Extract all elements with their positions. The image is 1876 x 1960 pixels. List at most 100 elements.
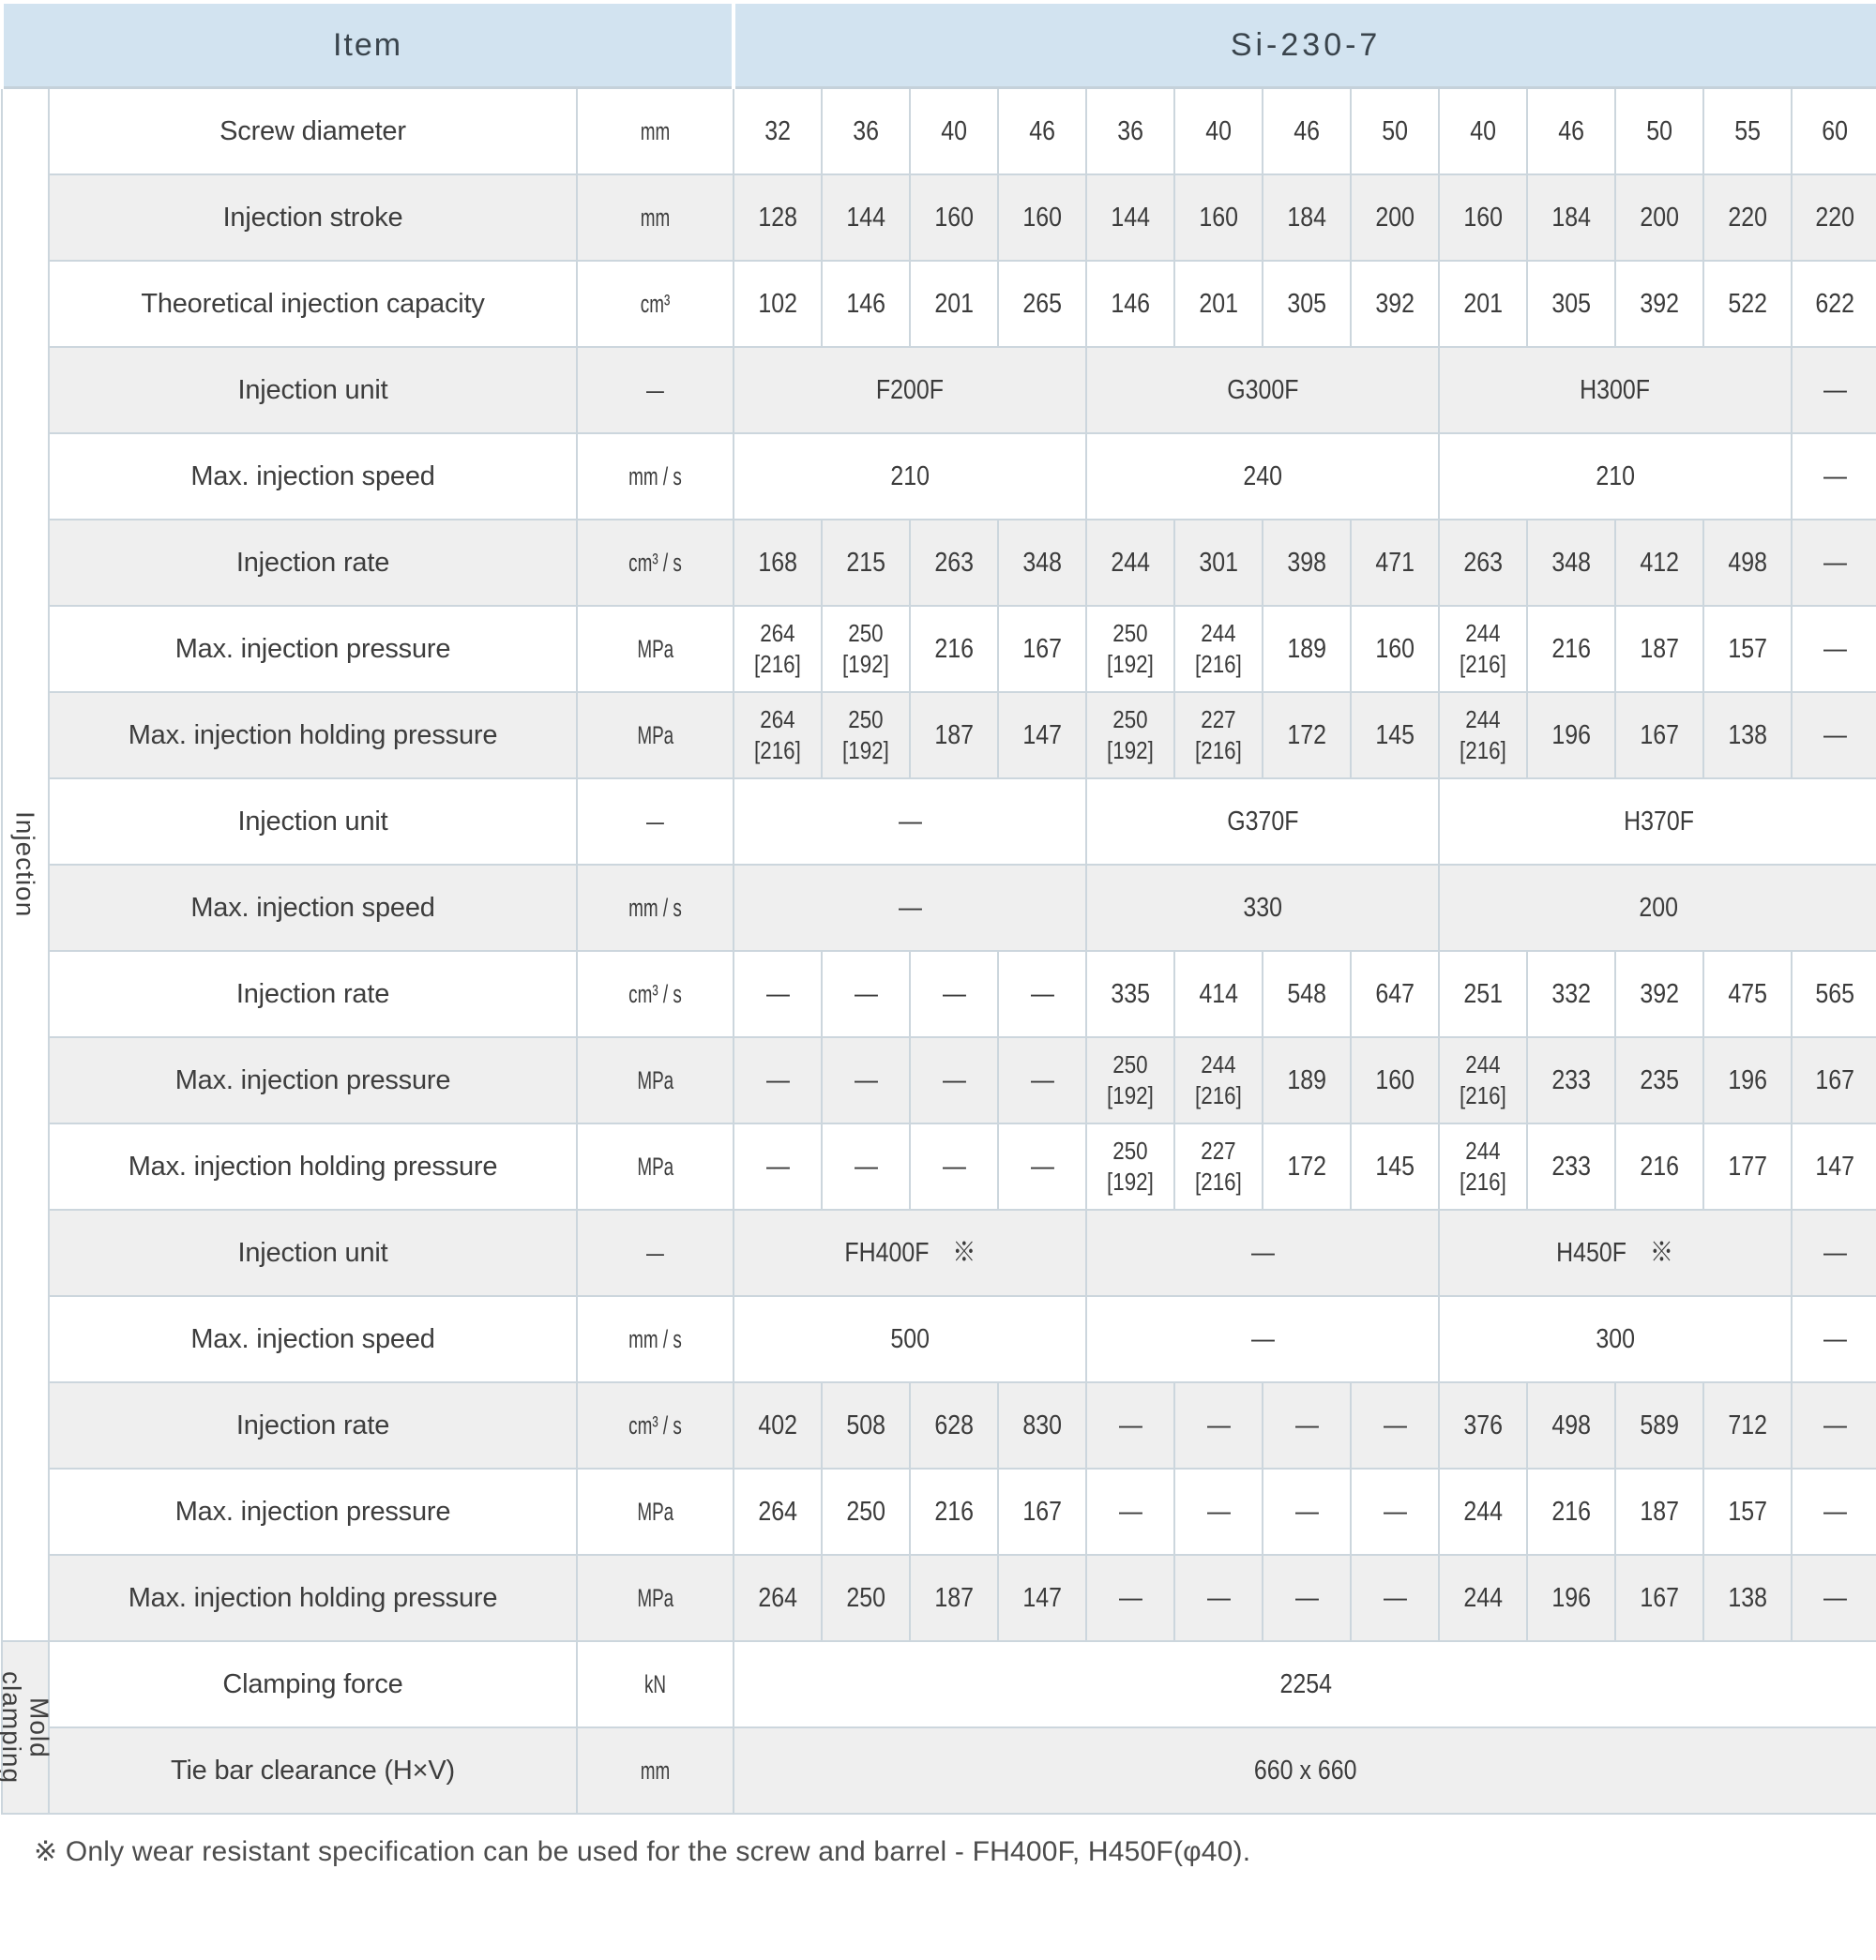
value-cell: 301 <box>1173 519 1264 607</box>
value-cell: — <box>909 1123 1000 1211</box>
value-cell: 402 <box>733 1381 824 1470</box>
unit-cell: MPa <box>575 691 735 779</box>
unit-cell: mm / s <box>575 1295 735 1383</box>
value: 50 <box>1646 115 1672 146</box>
value: — <box>1823 1323 1847 1354</box>
value: 305 <box>1551 288 1591 319</box>
value-cell: 348 <box>1526 519 1617 607</box>
value-cell: 589 <box>1614 1381 1705 1470</box>
value: 376 <box>1463 1410 1503 1440</box>
value-cell: H450F ※ <box>1438 1209 1793 1297</box>
value-cell: 196 <box>1526 1554 1617 1642</box>
value-cell: 250 [192] <box>1085 605 1176 693</box>
value: 251 <box>1463 978 1503 1009</box>
value-cell: 244 <box>1085 519 1176 607</box>
value: 189 <box>1287 633 1326 664</box>
value: 220 <box>1815 202 1854 233</box>
value-cell: 187 <box>1614 605 1705 693</box>
value: 177 <box>1728 1151 1767 1182</box>
value: 160 <box>934 202 974 233</box>
value: 414 <box>1199 978 1238 1009</box>
value: 244 [216] <box>1460 619 1506 678</box>
value-cell: 264 [216] <box>733 691 824 779</box>
value-cell: 264 <box>733 1468 824 1556</box>
table-row: Injection unit — F200F G300F H300F — <box>2 346 1876 434</box>
value-cell: — <box>1350 1468 1441 1556</box>
value: 628 <box>934 1410 974 1440</box>
value: 264 [216] <box>754 705 801 764</box>
unit-cell: MPa <box>575 605 735 693</box>
value-cell: 201 <box>909 260 1000 348</box>
value-cell: 157 <box>1702 1468 1793 1556</box>
row-label: Max. injection pressure <box>174 1064 451 1095</box>
value: — <box>1118 1410 1142 1440</box>
value-cell: 264 <box>733 1554 824 1642</box>
value-cell: — <box>733 777 1088 866</box>
value: 244 [216] <box>1460 1050 1506 1109</box>
table-row: Max. injection speed mm / s — 330 200 <box>2 864 1876 952</box>
value-cell: 216 <box>1614 1123 1705 1211</box>
value: — <box>898 806 922 837</box>
value: 210 <box>1596 460 1635 491</box>
unit-cell: cm³ / s <box>575 519 735 607</box>
value: — <box>898 892 922 923</box>
row-label-cell: Theoretical injection capacity <box>48 260 578 348</box>
unit-label: MPa <box>637 1583 673 1612</box>
unit-label: cm³ / s <box>628 1410 682 1440</box>
value-cell: 244 [216] <box>1438 1123 1529 1211</box>
unit-label: mm <box>640 1756 671 1785</box>
value: 160 <box>1022 202 1062 233</box>
value: — <box>1823 547 1847 578</box>
value-cell: 235 <box>1614 1036 1705 1124</box>
spec-table: Item Si-230-7 Injection Screw diameter mm 3… <box>0 0 1876 1815</box>
value-cell: — <box>1085 1295 1441 1383</box>
value: — <box>854 1151 878 1182</box>
row-label-cell: Injection rate <box>48 950 578 1038</box>
value: — <box>1823 1496 1847 1527</box>
item-header: Item <box>0 0 736 89</box>
value-cell: 392 <box>1350 260 1441 348</box>
value-cell: — <box>1173 1381 1264 1470</box>
value: 40 <box>1205 115 1232 146</box>
value-cell: — <box>1350 1381 1441 1470</box>
value-cell: 50 <box>1614 86 1705 175</box>
item-header-label: Item <box>332 26 403 63</box>
value: 167 <box>1815 1064 1854 1095</box>
row-label: Injection stroke <box>222 202 403 233</box>
value-cell: — <box>997 1036 1088 1124</box>
group-label-cell: Injection <box>1 86 50 1642</box>
value: 215 <box>846 547 885 578</box>
value: 392 <box>1640 288 1679 319</box>
value: 301 <box>1199 547 1238 578</box>
value: — <box>1383 1582 1407 1613</box>
table-row: Injection stroke mm 128 144 160 160 144 160 184 2… <box>2 173 1876 262</box>
value-cell: 398 <box>1262 519 1353 607</box>
value-cell: 46 <box>1262 86 1353 175</box>
value: 348 <box>1551 547 1591 578</box>
value-cell: 60 <box>1791 86 1876 175</box>
row-label: Max. injection speed <box>190 460 435 491</box>
value-cell: 40 <box>1438 86 1529 175</box>
value-cell: 138 <box>1702 691 1793 779</box>
value: 471 <box>1375 547 1415 578</box>
value-cell: 177 <box>1702 1123 1793 1211</box>
row-label-cell: Clamping force <box>48 1640 578 1728</box>
value: 265 <box>1022 288 1062 319</box>
unit-label: MPa <box>637 1497 673 1526</box>
value: 565 <box>1815 978 1854 1009</box>
value-cell: 244 [216] <box>1173 605 1264 693</box>
value: 167 <box>1022 633 1062 664</box>
value: — <box>1118 1582 1142 1613</box>
value-cell: — <box>997 950 1088 1038</box>
value-cell: 392 <box>1614 950 1705 1038</box>
value-cell: 201 <box>1438 260 1529 348</box>
value-cell: 40 <box>909 86 1000 175</box>
table-row: Injection Screw diameter mm 32 36 40 46 36 40 46 5… <box>1 86 1876 1642</box>
value: 412 <box>1640 547 1679 578</box>
value-cell: 36 <box>821 86 912 175</box>
value: 46 <box>1294 115 1320 146</box>
value: 233 <box>1551 1151 1591 1182</box>
header-row: Item Si-230-7 <box>0 0 1876 89</box>
value: — <box>1206 1496 1231 1527</box>
